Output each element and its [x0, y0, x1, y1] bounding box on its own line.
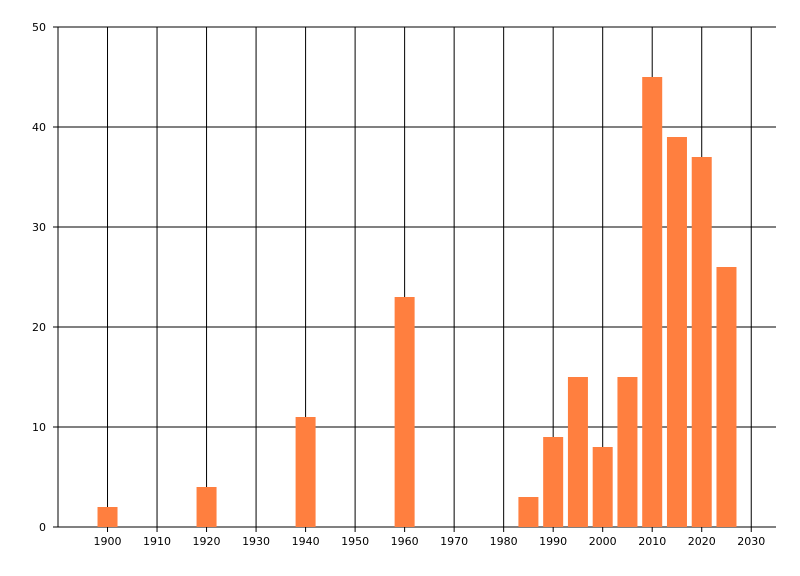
x-tick-label: 2020 — [688, 535, 716, 548]
y-tick-label: 30 — [32, 221, 46, 234]
x-tick-label: 1930 — [242, 535, 270, 548]
y-tick-label: 0 — [39, 521, 46, 534]
x-tick-label: 1950 — [341, 535, 369, 548]
bar — [592, 447, 613, 527]
bar — [666, 137, 687, 527]
y-tick-label: 20 — [32, 321, 46, 334]
bar — [691, 157, 712, 527]
x-tick-label: 1910 — [143, 535, 171, 548]
bar — [394, 297, 415, 527]
bar — [543, 437, 564, 527]
x-tick-label: 1940 — [292, 535, 320, 548]
bar — [295, 417, 316, 527]
x-tick-label: 1990 — [539, 535, 567, 548]
bar — [518, 497, 539, 527]
bar — [97, 507, 118, 527]
y-tick-label: 10 — [32, 421, 46, 434]
x-tick-label: 2010 — [638, 535, 666, 548]
y-tick-label: 40 — [32, 121, 46, 134]
bar — [196, 487, 217, 527]
bar — [617, 377, 638, 527]
x-tick-label: 1900 — [94, 535, 122, 548]
x-tick-label: 1920 — [193, 535, 221, 548]
y-tick-label: 50 — [32, 21, 46, 34]
x-tick-label: 1980 — [490, 535, 518, 548]
x-tick-label: 2030 — [737, 535, 765, 548]
x-tick-label: 1960 — [391, 535, 419, 548]
bar — [642, 77, 663, 527]
x-tick-label: 2000 — [589, 535, 617, 548]
bar — [567, 377, 588, 527]
x-tick-label: 1970 — [440, 535, 468, 548]
bar — [716, 267, 737, 527]
